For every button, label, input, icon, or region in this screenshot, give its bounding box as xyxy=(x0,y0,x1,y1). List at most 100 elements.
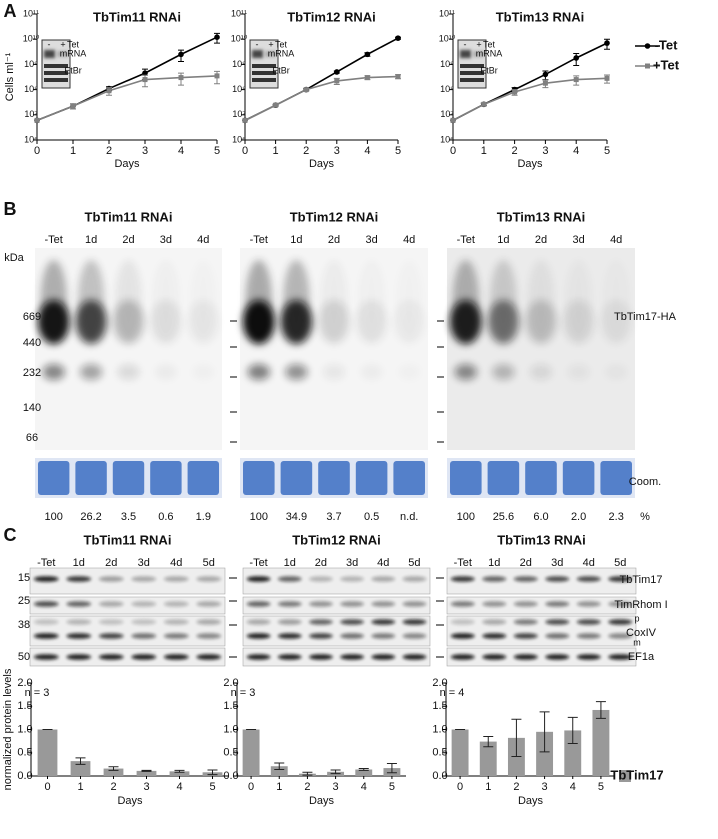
row-label: TimRhom I xyxy=(614,599,667,611)
x-tick-label: 0 xyxy=(450,145,456,157)
band xyxy=(280,300,313,344)
x-tick-label: 3 xyxy=(142,145,148,157)
x-tick-label: 3 xyxy=(143,781,149,793)
marker-label: 669 xyxy=(23,311,41,323)
series-line xyxy=(36,75,218,122)
band-lower xyxy=(79,364,103,380)
band xyxy=(608,654,633,660)
band xyxy=(545,576,570,582)
lane-label: 4d xyxy=(583,557,595,569)
x-tick-label: 0 xyxy=(248,781,254,793)
row-label: TbTim17 xyxy=(620,574,663,586)
band xyxy=(371,601,396,607)
quantification: 100 xyxy=(457,511,475,523)
marker-label: 38 xyxy=(18,619,30,631)
band xyxy=(33,576,59,582)
inset-rrna xyxy=(44,71,68,75)
y-tick-label: 10⁸ xyxy=(232,84,246,94)
band-lower xyxy=(360,364,383,380)
lane-label: 2d xyxy=(535,234,547,246)
marker-label: 50 xyxy=(18,651,30,663)
inset-band xyxy=(57,51,68,57)
lane-label: 5d xyxy=(408,557,420,569)
y-tick-label: 10¹⁰ xyxy=(23,34,40,44)
lane-label: 5d xyxy=(203,557,215,569)
quantification: 100 xyxy=(45,511,63,523)
blot-title: TbTim11 RNAi xyxy=(84,532,172,547)
form-label: m xyxy=(633,637,641,647)
coomassie-lane xyxy=(280,461,313,495)
band xyxy=(482,633,507,639)
marker-label: 140 xyxy=(23,402,41,414)
y-tick-label: 10⁹ xyxy=(440,59,454,69)
lane-label: 1d xyxy=(73,557,85,569)
x-tick-label: 4 xyxy=(364,145,370,157)
point xyxy=(334,69,340,75)
coomassie-lane xyxy=(355,461,388,495)
band xyxy=(450,601,475,607)
bar xyxy=(592,709,610,776)
band xyxy=(340,601,364,607)
lane-label: 4d xyxy=(170,557,182,569)
marker-label: 15 xyxy=(18,572,30,584)
band xyxy=(482,576,507,582)
inset-label: - xyxy=(256,39,259,49)
band xyxy=(600,300,632,344)
lane-label: 3d xyxy=(551,557,563,569)
y-tick-label: 2.0 xyxy=(432,677,447,689)
band xyxy=(246,601,271,607)
band xyxy=(545,633,570,639)
point xyxy=(178,75,184,81)
inset-label: Tet xyxy=(483,39,496,49)
blot-strip xyxy=(29,615,226,647)
band xyxy=(562,300,595,344)
band xyxy=(196,633,222,639)
band xyxy=(482,601,507,607)
lane-label: -Tet xyxy=(250,234,268,246)
band xyxy=(66,619,92,625)
band xyxy=(163,619,189,625)
x-tick-label: 5 xyxy=(389,781,395,793)
x-tick-label: 2 xyxy=(110,781,116,793)
band xyxy=(33,654,59,660)
quantification: 1.9 xyxy=(196,511,211,523)
panel-label: A xyxy=(4,1,17,21)
point xyxy=(364,51,371,58)
band xyxy=(98,619,124,625)
inset-rrna xyxy=(252,71,276,75)
band xyxy=(450,576,475,582)
band xyxy=(402,619,427,625)
band-lower xyxy=(247,364,271,380)
band xyxy=(98,601,124,607)
chart-title: TbTim12 RNAi xyxy=(287,9,376,24)
inset-band xyxy=(265,51,276,57)
band xyxy=(131,576,157,582)
band xyxy=(66,654,92,660)
quantification: 25.6 xyxy=(493,511,514,523)
coomassie-lane xyxy=(450,461,482,495)
coomassie-lane xyxy=(318,461,350,495)
inset-rrna xyxy=(460,64,484,68)
band xyxy=(33,633,59,639)
band xyxy=(246,619,271,625)
legend-swatch xyxy=(619,770,631,782)
error-bar xyxy=(358,768,369,771)
inset-label: + xyxy=(476,39,481,49)
error-bar xyxy=(330,769,341,775)
band xyxy=(98,654,124,660)
y-tick-label: 0.5 xyxy=(17,747,32,759)
band-lower xyxy=(529,364,553,380)
lane-label: 1d xyxy=(290,234,302,246)
point xyxy=(242,117,248,123)
unit-label: % xyxy=(640,511,650,523)
band-lower xyxy=(117,364,140,380)
x-tick-label: 5 xyxy=(604,145,610,157)
x-tick-label: 5 xyxy=(395,145,401,157)
inset-label: mRNA xyxy=(60,48,87,58)
x-tick-label: 2 xyxy=(303,145,309,157)
coomassie-lane xyxy=(37,461,70,495)
band xyxy=(246,654,271,660)
x-tick-label: 2 xyxy=(304,781,310,793)
band xyxy=(402,654,427,660)
y-tick-label: 1.0 xyxy=(223,723,238,735)
